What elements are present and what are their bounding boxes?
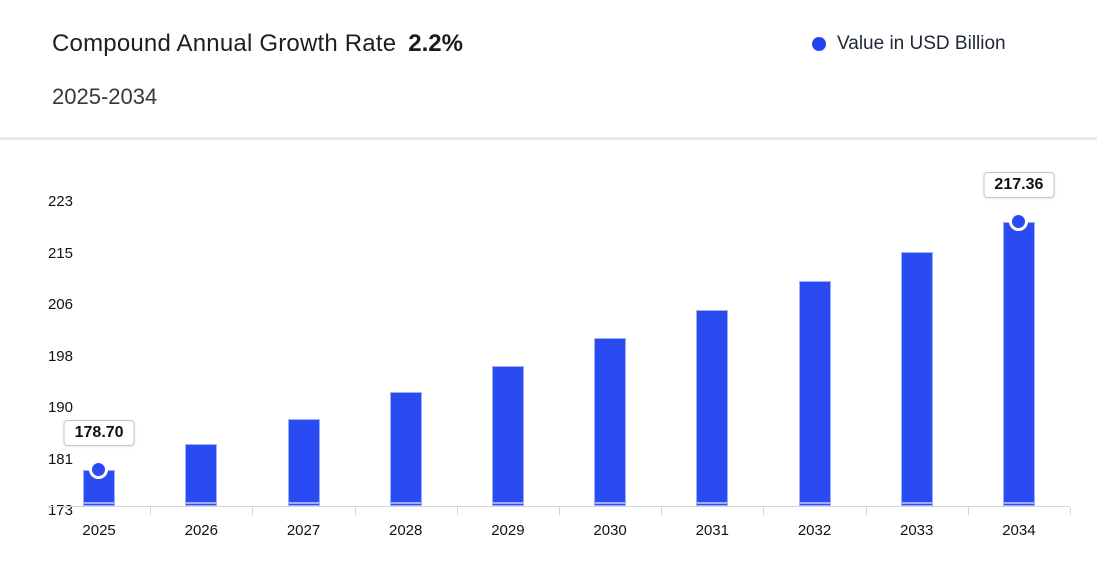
bar-2027[interactable]: [287, 418, 320, 506]
y-axis-label: 173: [47, 502, 73, 519]
x-axis-tick: [967, 507, 969, 515]
x-axis-label: 2032: [797, 522, 832, 539]
bar-bottom-stripe: [186, 501, 217, 504]
bar-bottom-stripe: [390, 501, 421, 504]
bar-bottom-stripe: [595, 501, 626, 504]
value-dot-marker[interactable]: [1008, 212, 1028, 232]
chart-header: Compound Annual Growth Rate 2.2% 2025-203…: [0, 0, 1097, 137]
bar-2026[interactable]: [185, 444, 218, 506]
x-axis-label: 2031: [695, 522, 729, 539]
title-text: Compound Annual Growth Rate: [52, 30, 397, 57]
cagr-value: 2.2%: [408, 30, 463, 57]
value-tooltip: 217.36: [983, 172, 1055, 199]
x-axis-label: 2033: [900, 522, 934, 539]
x-axis-label: 2034: [1002, 522, 1036, 539]
header-divider: [0, 137, 1097, 140]
y-axis-label: 223: [47, 193, 73, 210]
y-axis-label: 181: [47, 450, 73, 468]
bar-chart: 223 215 206 198 190 181 173 2025 2026 2027 2028 202…: [0, 140, 1097, 587]
x-axis-label: 2029: [491, 522, 525, 539]
x-axis-tick: [1070, 507, 1071, 515]
x-axis-label: 2028: [389, 522, 423, 539]
bar-bottom-stripe: [901, 501, 932, 504]
x-axis-line: [48, 506, 1070, 507]
y-axis-label: 215: [47, 244, 73, 262]
x-axis-tick: [763, 507, 765, 515]
bar-2029[interactable]: [491, 365, 524, 506]
bar-2030[interactable]: [594, 338, 627, 506]
x-axis-tick: [661, 507, 663, 515]
x-axis-tick: [456, 507, 458, 515]
x-axis-tick: [252, 507, 254, 515]
legend-label: Value in USD Billion: [837, 33, 1006, 54]
y-axis-label: 190: [47, 399, 73, 416]
legend-item[interactable]: Value in USD Billion: [812, 33, 1006, 55]
page-title: Compound Annual Growth Rate 2.2%: [52, 30, 463, 58]
x-axis-tick: [559, 507, 560, 515]
bar-2033[interactable]: [900, 251, 933, 506]
value-dot-marker[interactable]: [89, 459, 109, 479]
x-axis-label: 2026: [184, 522, 218, 539]
bar-2034[interactable]: [1002, 222, 1035, 506]
bar-bottom-stripe: [288, 501, 319, 504]
x-axis-tick: [150, 507, 152, 515]
bar-bottom-stripe: [799, 501, 830, 504]
bar-bottom-stripe: [1003, 501, 1034, 504]
x-axis-label: 2027: [286, 522, 321, 539]
bar-bottom-stripe: [84, 501, 115, 504]
x-axis-tick: [354, 507, 356, 515]
legend-dot-icon: [812, 37, 826, 51]
x-axis-label: 2030: [593, 522, 627, 539]
x-axis-label: 2025: [82, 522, 116, 539]
y-axis-label: 198: [47, 347, 73, 365]
value-tooltip: 178.70: [63, 419, 135, 446]
bar-2032[interactable]: [798, 281, 831, 506]
bar-2031[interactable]: [696, 309, 729, 506]
bar-2028[interactable]: [389, 392, 422, 506]
y-axis-label: 206: [47, 296, 73, 313]
bar-bottom-stripe: [697, 501, 728, 504]
x-axis-tick: [865, 507, 867, 515]
bar-bottom-stripe: [492, 501, 523, 504]
page-subtitle: 2025-2034: [52, 84, 158, 109]
